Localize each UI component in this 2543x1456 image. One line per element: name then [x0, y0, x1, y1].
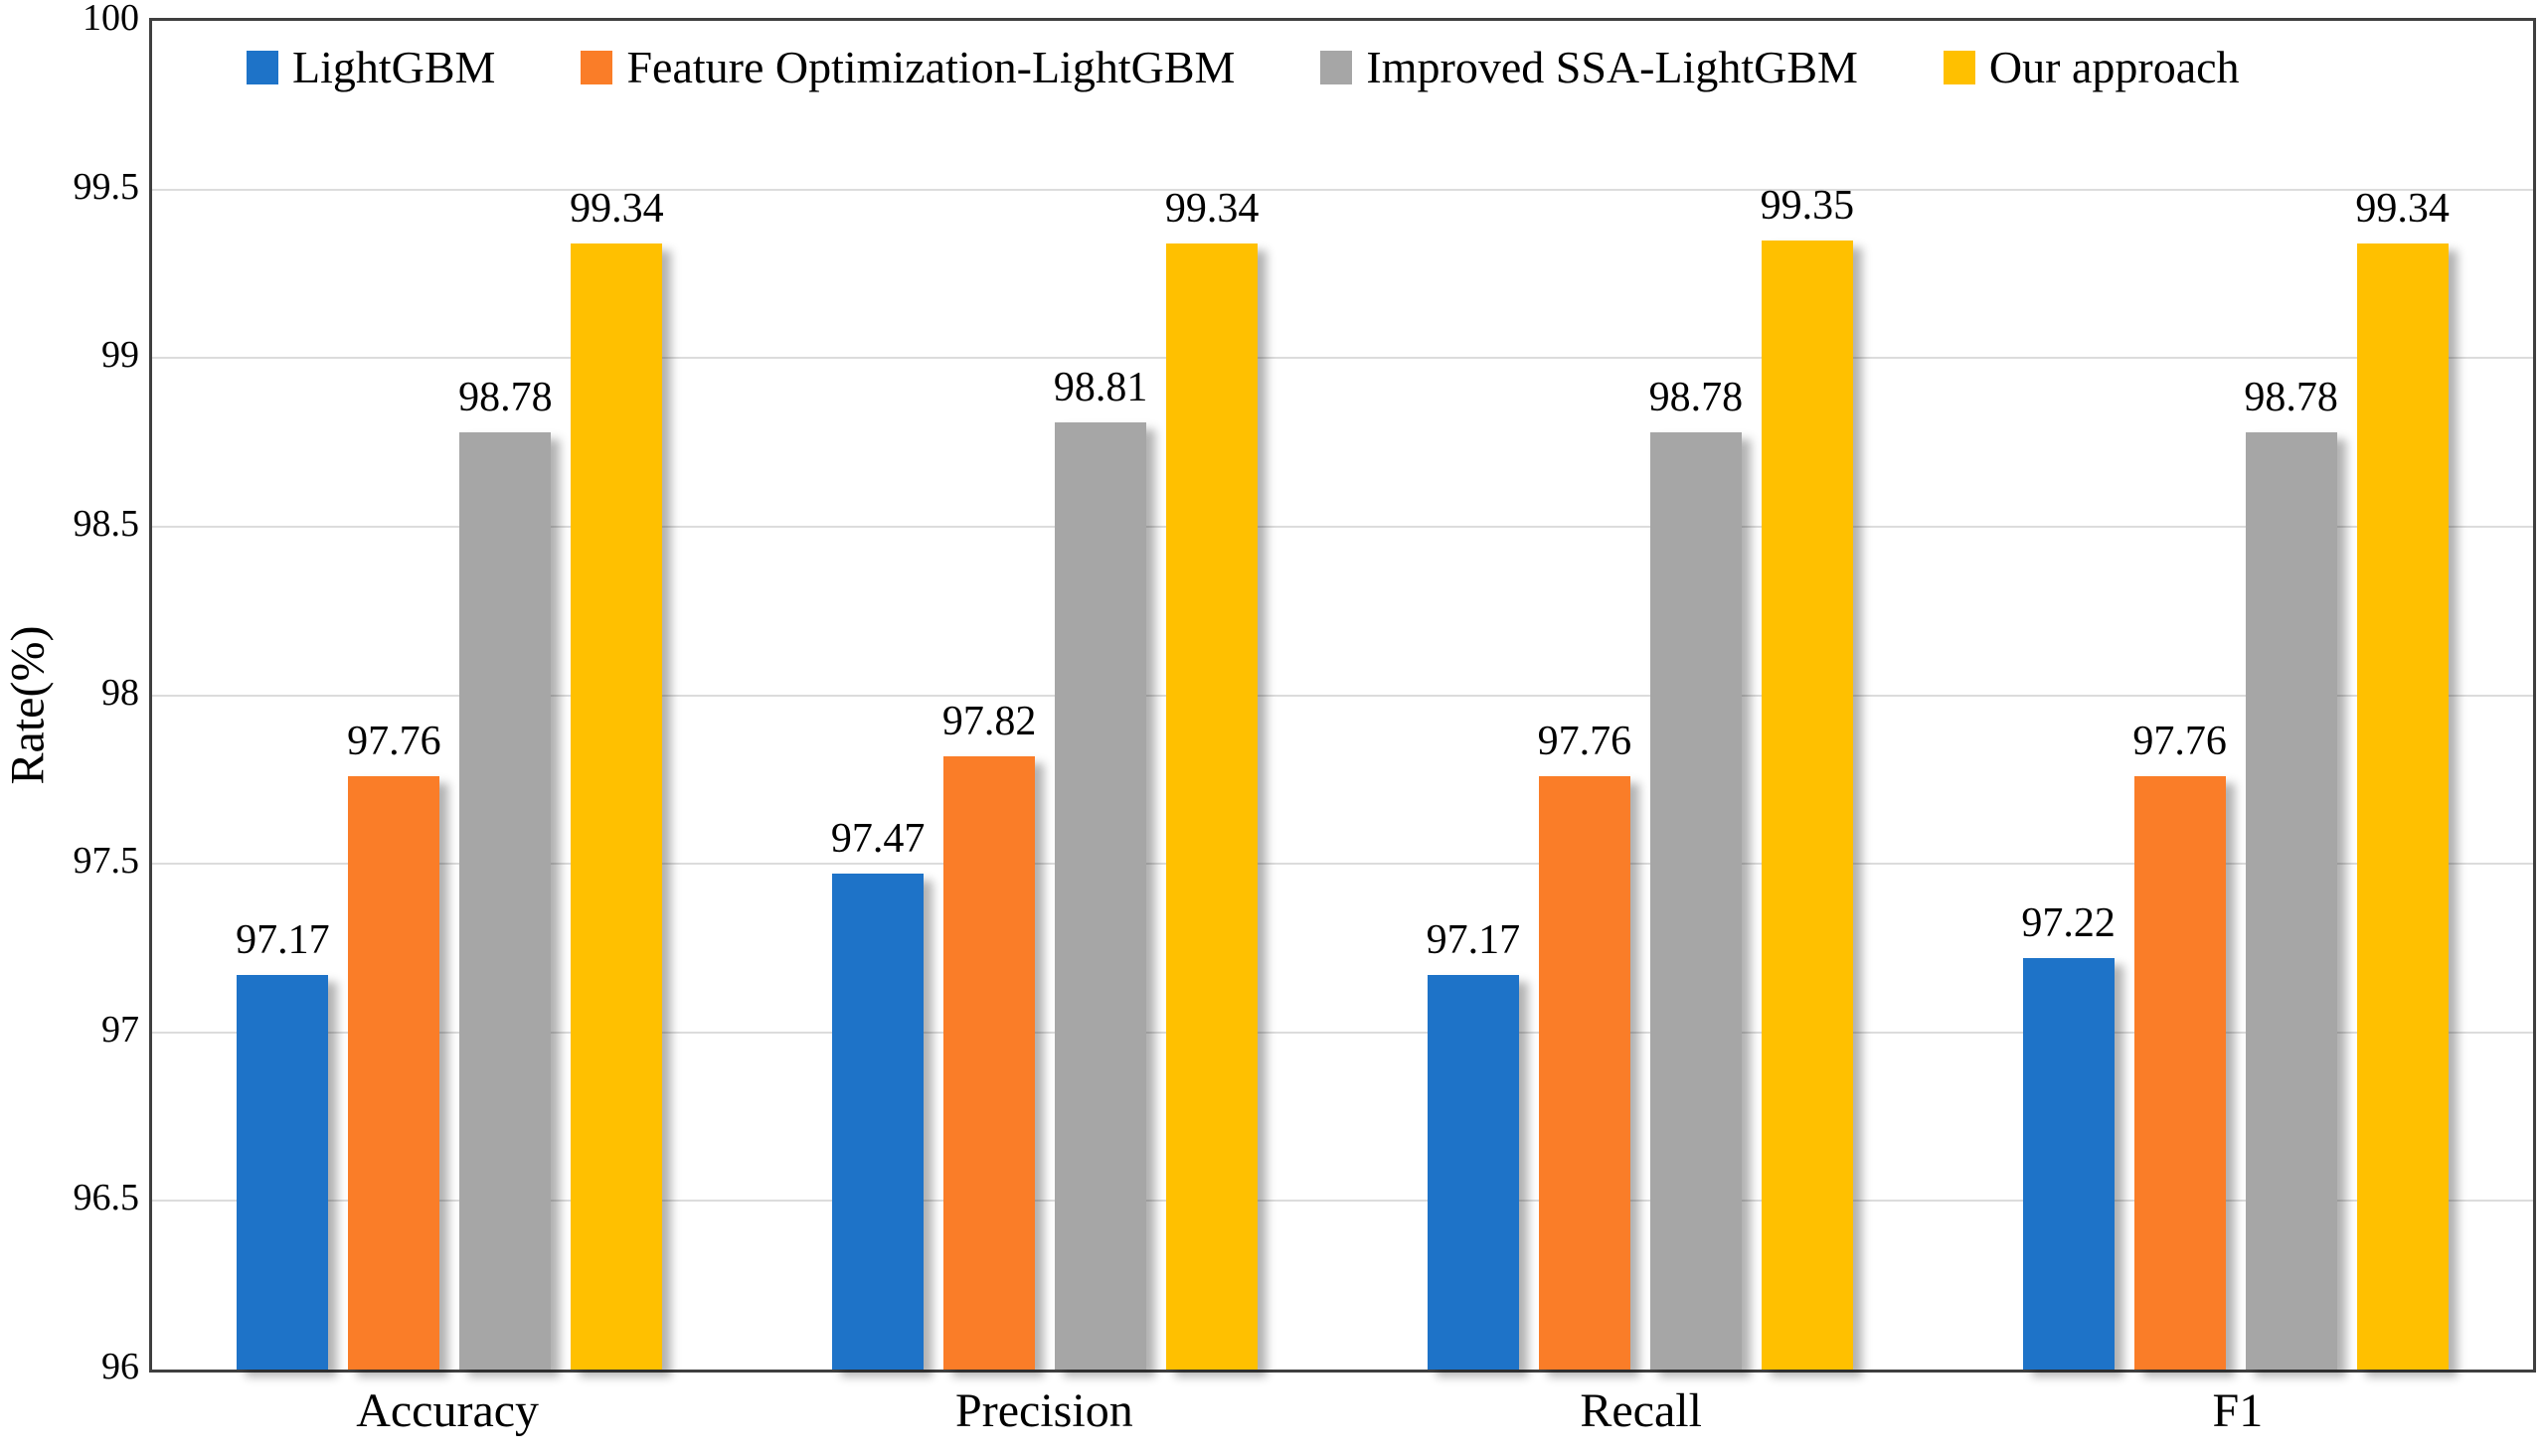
y-tick-label: 98.5 [73, 502, 140, 545]
bar-group: 97.47 97.82 98.81 99.34 [748, 21, 1343, 1370]
bar [1166, 243, 1259, 1370]
bar [1761, 241, 1853, 1370]
bar-slot: 97.76 [347, 721, 441, 1370]
bar [237, 975, 329, 1370]
bar-value-label: 99.35 [1760, 183, 1855, 229]
bar-value-label: 97.76 [2132, 719, 2227, 764]
bar-value-label: 97.17 [236, 917, 330, 963]
bar-value-label: 98.78 [458, 375, 553, 420]
bar-value-label: 97.47 [830, 816, 926, 862]
legend-swatch [1943, 51, 1975, 84]
bar-slot: 99.35 [1761, 185, 1854, 1370]
x-tick-label: F1 [2212, 1384, 2264, 1437]
bar-slot: 97.76 [1538, 721, 1631, 1370]
bar-value-label: 99.34 [1164, 186, 1260, 232]
legend-label: Improved SSA-LightGBM [1366, 42, 1858, 92]
bar-slot: 98.78 [458, 377, 553, 1370]
gridline [152, 188, 2533, 191]
legend-swatch [1320, 51, 1353, 84]
bar [1538, 776, 1630, 1370]
bar-value-label: 99.34 [570, 186, 664, 232]
bar-value-label: 97.76 [1537, 719, 1632, 764]
bar-slot: 98.78 [1649, 377, 1743, 1370]
y-tick-label: 97 [101, 1008, 139, 1051]
x-tick-label: Recall [1580, 1384, 1702, 1437]
gridline [152, 1031, 2533, 1034]
bar [1649, 432, 1742, 1370]
bar [2356, 243, 2449, 1370]
plot-area: LightGBM Feature Optimization-LightGBM Imp… [149, 18, 2536, 1373]
bar [348, 776, 440, 1370]
bar [571, 243, 663, 1370]
bar-value-label: 97.82 [941, 699, 1037, 744]
legend-label: Our approach [1988, 42, 2240, 92]
bar-slot: 98.78 [2244, 377, 2338, 1370]
bar-value-label: 98.81 [1053, 365, 1148, 410]
gridline [152, 357, 2533, 360]
legend-item: Feature Optimization-LightGBM [581, 45, 1235, 90]
bar-slot: 97.17 [236, 919, 330, 1370]
legend-swatch [581, 51, 613, 84]
bar-slot: 99.34 [1165, 188, 1259, 1370]
bar-slot: 97.82 [942, 701, 1036, 1370]
gridline [152, 525, 2533, 528]
bar [459, 432, 552, 1370]
legend-label: LightGBM [292, 42, 496, 92]
y-tick-label: 99 [101, 334, 139, 377]
bar [943, 756, 1036, 1370]
bar [832, 874, 925, 1370]
bar-value-label: 97.22 [2021, 900, 2116, 946]
x-axis-category-labels: Accuracy Precision Recall F1 [149, 1387, 2536, 1435]
y-tick-label: 99.5 [73, 165, 140, 208]
x-tick-label: Precision [955, 1384, 1133, 1437]
gridline [152, 863, 2533, 866]
bar-groups: 97.17 97.76 98.78 99.34 97.47 97.82 98.81 99.34… [152, 21, 2533, 1370]
bar-group: 97.17 97.76 98.78 99.35 [1343, 21, 1939, 1370]
bar-slot: 99.34 [2355, 188, 2450, 1370]
bar [2022, 958, 2115, 1370]
bar-slot: 97.17 [1427, 919, 1520, 1370]
bar-group: 97.17 97.76 98.78 99.34 [152, 21, 748, 1370]
legend-swatch [247, 51, 278, 84]
bar [2245, 432, 2337, 1370]
y-tick-label: 96.5 [73, 1177, 140, 1219]
bar-slot: 97.76 [2132, 721, 2227, 1370]
y-tick-label: 97.5 [73, 840, 140, 883]
bar-value-label: 98.78 [2244, 375, 2338, 420]
bar-value-label: 97.17 [1426, 917, 1521, 963]
legend: LightGBM Feature Optimization-LightGBM Imp… [152, 45, 2533, 90]
y-tick-label: 98 [101, 671, 139, 714]
legend-item: LightGBM [247, 45, 495, 90]
gridline [152, 694, 2533, 697]
bar [2133, 776, 2226, 1370]
bar-slot: 97.47 [831, 818, 925, 1370]
bar-slot: 99.34 [570, 188, 664, 1370]
legend-item: Improved SSA-LightGBM [1320, 45, 1858, 90]
gridline [152, 1200, 2533, 1203]
bar-value-label: 99.34 [2355, 186, 2450, 232]
bar-value-label: 98.78 [1648, 375, 1744, 420]
legend-label: Feature Optimization-LightGBM [626, 42, 1236, 92]
bar [1427, 975, 1519, 1370]
bar [1055, 422, 1147, 1370]
bar-value-label: 97.76 [347, 719, 441, 764]
bar-slot: 97.22 [2021, 902, 2116, 1370]
bar-group: 97.22 97.76 98.78 99.34 [1938, 21, 2533, 1370]
y-tick-label: 96 [101, 1346, 139, 1387]
x-tick-label: Accuracy [356, 1384, 540, 1437]
y-tick-label: 100 [83, 0, 139, 39]
bar-slot: 98.81 [1054, 367, 1147, 1370]
legend-item: Our approach [1943, 42, 2240, 92]
